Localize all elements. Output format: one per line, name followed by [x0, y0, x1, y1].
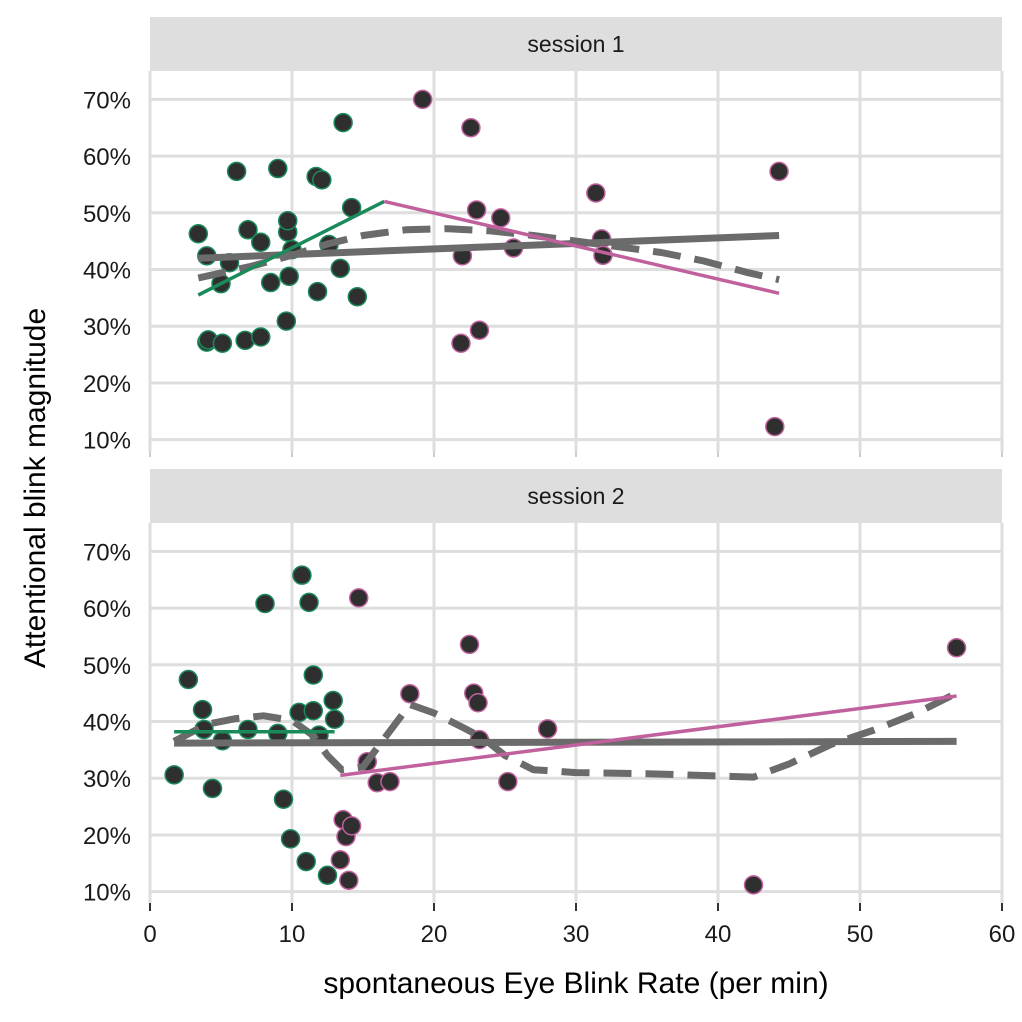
data-point-high [946, 638, 967, 658]
data-point-high [466, 200, 487, 220]
y-tick-label: 20% [83, 371, 131, 398]
y-tick-label: 30% [83, 766, 131, 793]
y-tick-label: 10% [83, 428, 131, 455]
data-point-high [468, 693, 488, 713]
data-point-high [461, 117, 481, 138]
y-tick-label: 70% [83, 539, 131, 566]
x-axis-title: spontaneous Eye Blink Rate (per min) [323, 967, 828, 1000]
y-tick-label: 70% [83, 87, 131, 114]
overall-linear-line [174, 737, 957, 747]
data-point-low [251, 232, 271, 253]
y-tick-label: 40% [83, 710, 131, 737]
data-point-high [498, 771, 518, 792]
data-point-high [490, 208, 511, 228]
x-tick-label: 0 [143, 921, 156, 948]
data-point-low [317, 865, 338, 885]
data-point-high [341, 816, 362, 836]
x-tick-label: 20 [421, 921, 448, 948]
data-point-high [348, 588, 369, 608]
x-tick-label: 30 [563, 921, 590, 948]
y-tick-label: 60% [83, 596, 131, 623]
y-tick-label: 30% [83, 314, 131, 341]
data-point-low [238, 719, 258, 740]
panel-session-1: session 1 10% 20% 30% 40% 50% 60% 70% [83, 17, 1004, 455]
data-point-low [292, 565, 312, 585]
x-tick-label: 60 [989, 921, 1016, 948]
y-axis-title: Attentional blink magnitude [19, 308, 52, 668]
data-point-low [235, 330, 255, 351]
data-point-low [307, 281, 328, 302]
data-point-low [226, 161, 247, 182]
data-point-high [537, 719, 558, 739]
data-point-low [238, 220, 258, 240]
data-point-high [330, 850, 351, 870]
y-tick-label: 50% [83, 201, 131, 228]
panel-session-2: session 2 10% 20% 30% 40% 50% 60% 70% [83, 469, 1004, 907]
data-point-low [212, 333, 233, 353]
data-point-low [280, 829, 301, 849]
data-point-low [323, 690, 343, 711]
facet-strip-label: session 1 [527, 31, 624, 57]
data-point-low [303, 665, 324, 685]
high-group-linear-line [383, 199, 780, 296]
data-point-low [347, 286, 368, 307]
data-point-high [743, 875, 764, 895]
data-point-high [586, 183, 606, 203]
facet-strip [150, 469, 1002, 523]
data-point-low [276, 311, 297, 331]
facet-strip-label: session 2 [527, 483, 624, 509]
data-point-low [279, 266, 299, 287]
data-point-low [333, 112, 353, 133]
data-point-low [164, 765, 184, 785]
data-point-low [303, 700, 324, 721]
data-point-low [202, 778, 223, 799]
data-point-high [380, 771, 400, 792]
y-tick-label: 50% [83, 653, 131, 680]
data-point-low [255, 593, 275, 614]
data-point-high [339, 870, 359, 891]
data-point-high [469, 320, 490, 340]
data-point-low [299, 592, 319, 613]
data-point-low [260, 272, 281, 293]
data-point-high [412, 89, 433, 110]
y-tick-label: 40% [83, 258, 131, 285]
data-point-low [251, 327, 271, 347]
y-tick-label: 20% [83, 823, 131, 850]
data-point-high [400, 683, 420, 704]
data-point-high [765, 416, 785, 437]
data-point-low [330, 258, 351, 279]
high-group-linear-line [340, 694, 957, 778]
y-tick-label: 10% [83, 880, 131, 907]
x-tick-label: 50 [847, 921, 874, 948]
overall-loess-line [172, 689, 959, 781]
data-point-low [273, 789, 294, 809]
facet-strip [150, 17, 1002, 71]
data-point-high [459, 634, 480, 655]
data-point-low [268, 158, 288, 179]
overall-loess-line [197, 225, 780, 284]
data-point-low [312, 170, 332, 190]
data-point-low [188, 224, 209, 244]
data-point-low [178, 669, 199, 690]
low-group-linear-line [197, 199, 386, 297]
y-tick-label: 60% [83, 144, 131, 171]
data-point-high [451, 333, 471, 353]
x-tick-label: 10 [279, 921, 306, 948]
data-point-low [192, 699, 213, 720]
x-tick-label: 40 [705, 921, 732, 948]
data-point-high [769, 161, 789, 182]
data-point-low [277, 210, 298, 231]
data-point-low [296, 851, 316, 872]
data-point-low [324, 709, 345, 729]
